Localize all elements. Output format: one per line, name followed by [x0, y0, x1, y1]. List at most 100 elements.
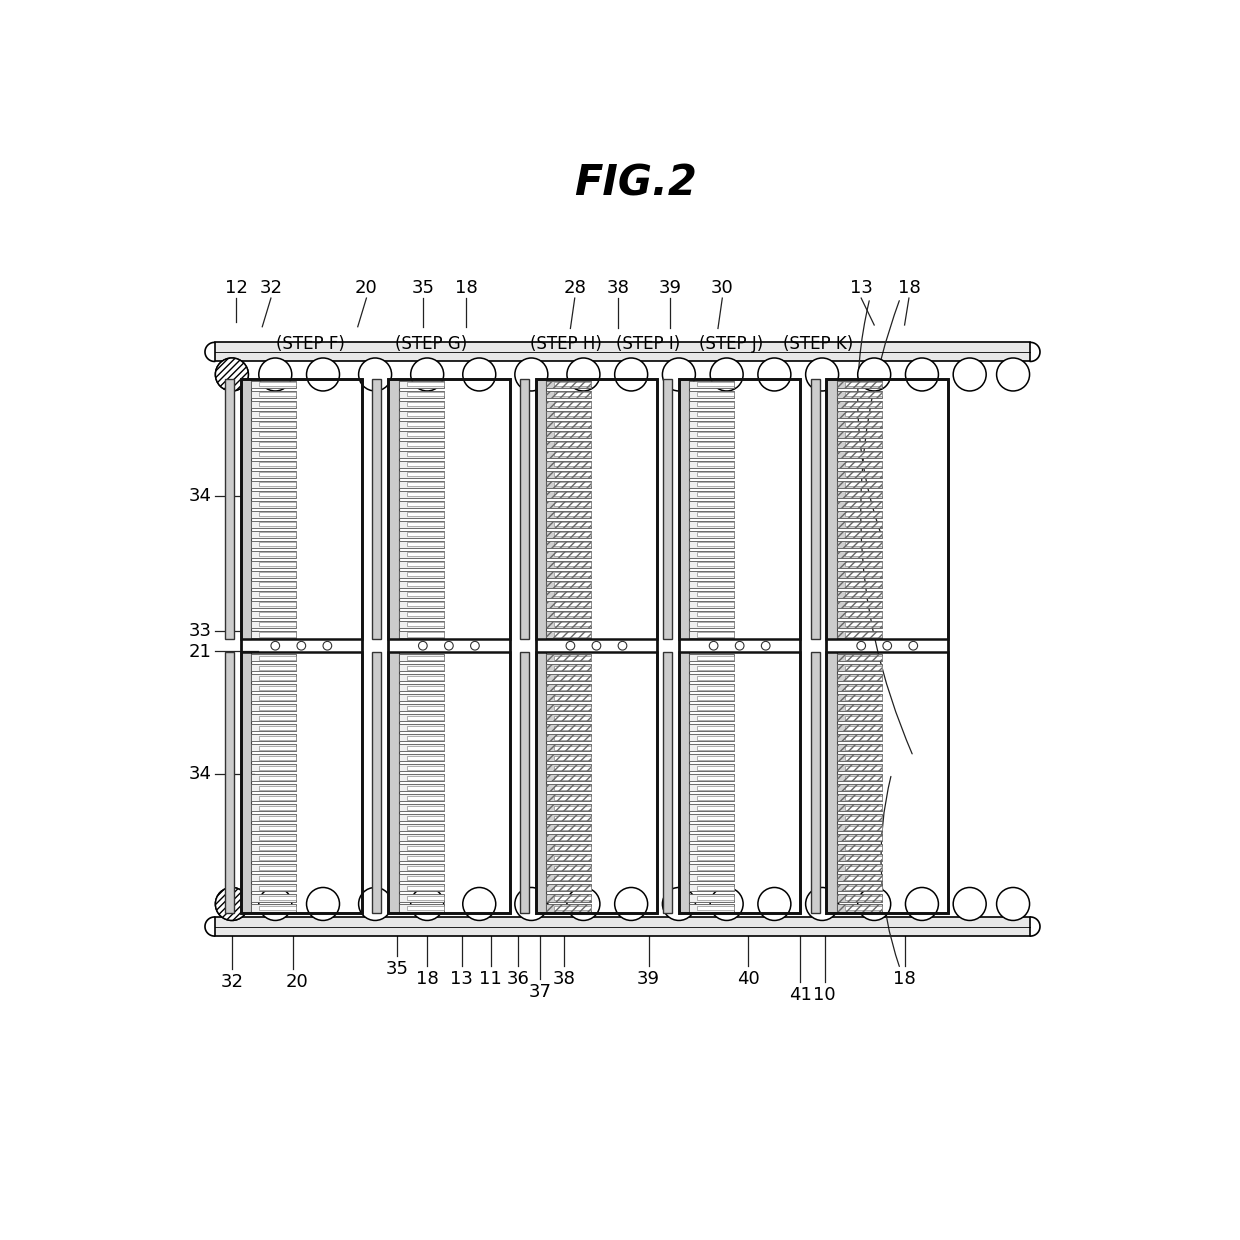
Bar	[697, 522, 734, 526]
Bar	[689, 401, 734, 408]
Bar	[697, 532, 734, 537]
Bar	[689, 684, 734, 691]
Bar	[554, 846, 591, 849]
Bar	[259, 856, 296, 859]
Bar	[546, 491, 591, 498]
Bar	[259, 816, 296, 820]
Bar	[250, 754, 296, 761]
Bar	[407, 856, 444, 859]
Bar	[697, 463, 734, 466]
Bar	[837, 825, 882, 831]
Bar	[259, 725, 296, 729]
Bar	[407, 796, 444, 800]
Bar	[697, 745, 734, 750]
Bar	[398, 381, 444, 388]
Bar	[689, 521, 734, 528]
Bar	[259, 583, 296, 587]
Bar	[837, 560, 882, 568]
Bar	[837, 381, 882, 388]
Bar	[844, 422, 882, 427]
Bar	[697, 836, 734, 839]
Bar	[407, 686, 444, 689]
Bar	[689, 551, 734, 558]
Bar	[546, 764, 591, 771]
Bar	[844, 856, 882, 859]
Bar	[407, 433, 444, 436]
Bar	[546, 601, 591, 608]
Bar	[844, 735, 882, 740]
Bar	[697, 593, 734, 596]
Bar	[689, 501, 734, 508]
Bar	[259, 463, 296, 466]
Bar	[259, 472, 296, 476]
Bar	[546, 471, 591, 477]
Text: 20: 20	[355, 279, 378, 296]
Bar	[398, 794, 444, 801]
Bar	[844, 816, 882, 820]
Bar	[837, 794, 882, 801]
Bar	[837, 541, 882, 548]
Bar	[259, 786, 296, 790]
Bar	[546, 724, 591, 732]
Bar	[837, 521, 882, 528]
Bar	[546, 825, 591, 831]
Bar	[554, 502, 591, 506]
Bar	[837, 694, 882, 701]
Bar	[844, 715, 882, 719]
Bar	[554, 666, 591, 670]
Bar	[837, 450, 882, 458]
Bar	[398, 844, 444, 852]
Bar	[407, 745, 444, 750]
Circle shape	[711, 888, 743, 920]
Circle shape	[259, 358, 291, 391]
Bar	[837, 805, 882, 811]
Bar	[837, 491, 882, 498]
Bar	[689, 580, 734, 588]
Bar	[697, 666, 734, 670]
Bar	[546, 401, 591, 408]
Bar	[241, 379, 362, 913]
Bar	[546, 501, 591, 508]
Bar	[407, 542, 444, 547]
Bar	[407, 836, 444, 839]
Bar	[250, 531, 296, 538]
Bar	[837, 481, 882, 487]
Bar	[844, 552, 882, 557]
Bar	[259, 613, 296, 616]
Bar	[837, 481, 882, 487]
Bar	[546, 684, 591, 691]
Bar	[250, 580, 296, 588]
Bar	[398, 420, 444, 428]
Bar	[554, 696, 591, 699]
Bar	[407, 492, 444, 496]
Bar	[407, 563, 444, 567]
Bar	[259, 422, 296, 427]
Bar	[520, 379, 528, 640]
Bar	[837, 460, 882, 467]
Bar	[554, 706, 591, 709]
Bar	[837, 401, 882, 408]
Bar	[837, 631, 882, 639]
Bar	[837, 501, 882, 508]
Bar	[398, 784, 444, 791]
Bar	[259, 522, 296, 526]
Bar	[689, 694, 734, 701]
Bar	[844, 512, 882, 516]
Bar	[398, 551, 444, 558]
Text: 10: 10	[813, 986, 836, 1004]
Bar	[398, 541, 444, 548]
Bar	[844, 696, 882, 699]
Bar	[398, 450, 444, 458]
Circle shape	[358, 358, 392, 391]
Circle shape	[216, 888, 248, 920]
Bar	[241, 379, 362, 640]
Text: 12: 12	[224, 279, 248, 296]
Circle shape	[858, 358, 890, 391]
Bar	[546, 391, 591, 398]
Bar	[697, 573, 734, 577]
Bar	[554, 512, 591, 516]
Circle shape	[615, 888, 647, 920]
Bar	[837, 844, 882, 852]
Bar	[546, 410, 591, 418]
Circle shape	[565, 641, 575, 650]
